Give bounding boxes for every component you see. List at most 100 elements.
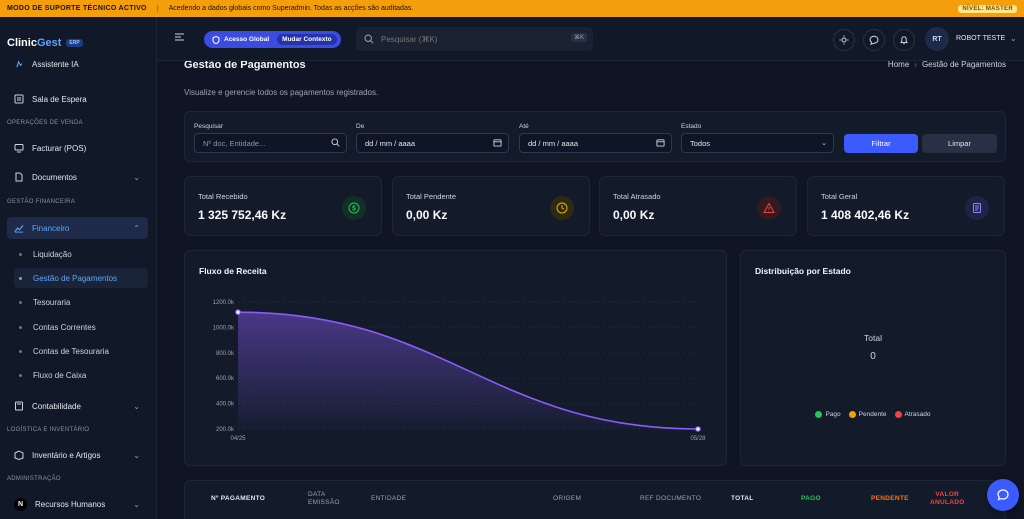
sidebar-item-inventario[interactable]: Inventário e Artigos ⌄ <box>7 444 148 466</box>
sidebar-sub-contas-correntes[interactable]: Contas Correntes <box>14 317 148 337</box>
legend-item-pendente[interactable]: Pendente <box>848 411 887 418</box>
column-header-line1: PAGO <box>801 495 821 502</box>
search-icon <box>364 34 374 44</box>
state-select[interactable]: Todos ⌄ <box>681 133 834 153</box>
x-tick-label: 05/28 <box>690 436 706 442</box>
column-header-origem[interactable]: ORIGEM <box>553 495 581 503</box>
column-header-pago[interactable]: PAGO <box>801 495 821 503</box>
notifications-button[interactable] <box>893 29 915 51</box>
breadcrumb-home[interactable]: Home <box>887 61 910 69</box>
y-tick-label: 400.0k <box>216 402 235 408</box>
warning-icon <box>757 196 781 220</box>
calendar-icon[interactable] <box>493 138 502 149</box>
sidebar-item-assistente-ia[interactable]: Assistente IA <box>7 55 148 73</box>
chevron-up-icon: ⌃ <box>133 223 140 233</box>
data-point <box>695 426 701 432</box>
sidebar-item-facturar-pos[interactable]: Facturar (POS) <box>7 137 148 159</box>
menu-toggle-icon[interactable] <box>174 32 185 45</box>
calendar-icon[interactable] <box>656 138 665 149</box>
stat-label: Total Recebido <box>198 192 248 201</box>
sidebar-item-sala-de-espera[interactable]: Sala de Espera <box>7 88 148 110</box>
sun-icon <box>839 35 849 45</box>
sidebar-item-recursos-humanos[interactable]: N Recursos Humanos ⌄ <box>7 493 148 515</box>
clear-button[interactable]: Limpar <box>922 134 997 153</box>
section-logistica-inventario: LOGÍSTICA E INVENTÁRIO <box>7 427 90 433</box>
sidebar-sub-gestao-pagamentos[interactable]: Gestão de Pagamentos <box>14 268 148 288</box>
stat-card-total-recebido: Total Recebido 1 325 752,46 Kz $ <box>184 176 382 236</box>
column-header-line1: ENTIDADE <box>371 495 407 502</box>
messages-button[interactable] <box>863 29 885 51</box>
sidebar-sub-label: Fluxo de Caixa <box>33 370 87 380</box>
search-filter-label: Pesquisar <box>194 123 223 130</box>
column-header-valor-anulado[interactable]: VALOR ANULADO <box>930 491 965 507</box>
sidebar-sub-tesouraria[interactable]: Tesouraria <box>14 292 148 312</box>
x-tick-label: 04/25 <box>230 436 246 442</box>
bullet-dot <box>19 300 22 304</box>
chevron-down-icon: ⌄ <box>821 140 827 147</box>
y-tick-label: 1200.0k <box>213 300 235 306</box>
global-search[interactable]: ⌘K <box>356 27 593 51</box>
search-filter-input[interactable]: Nº doc, Entidade... <box>194 133 347 153</box>
legend-item-pago[interactable]: Pago <box>815 411 841 418</box>
sidebar-sub-contas-tesouraria[interactable]: Contas de Tesouraria <box>14 341 148 361</box>
column-header-pendente[interactable]: PENDENTE <box>871 495 909 503</box>
sidebar-sub-fluxo-caixa[interactable]: Fluxo de Caixa <box>14 365 148 385</box>
column-header-line1: TOTAL <box>731 495 754 502</box>
from-date-input[interactable]: dd / mm / aaaa <box>356 133 509 153</box>
legend-item-atrasado[interactable]: Atrasado <box>894 411 931 418</box>
column-header-line1: DATA <box>308 491 326 498</box>
floating-chat-button[interactable] <box>987 479 1019 511</box>
chevron-down-icon: ⌄ <box>133 401 140 411</box>
chevron-down-icon[interactable]: ⌄ <box>1010 34 1017 43</box>
state-filter-label: Estado <box>681 123 702 130</box>
shield-icon <box>212 35 220 44</box>
app-logo[interactable]: Clinic Gest ERP <box>0 17 156 69</box>
sidebar-item-documentos[interactable]: Documentos ⌄ <box>7 166 148 188</box>
sidebar-item-label: Facturar (POS) <box>32 143 87 153</box>
search-input[interactable] <box>381 34 551 44</box>
distribution-panel: Distribuição por Estado Total 0 Pago Pen… <box>740 250 1006 466</box>
column-header-ref-documento[interactable]: REF DOCUMENTO <box>640 495 701 503</box>
support-mode-banner: MODO DE SUPORTE TÉCNICO ACTIVO | Acedend… <box>0 0 1024 17</box>
state-select-value: Todos <box>690 138 711 148</box>
sidebar-item-contabilidade[interactable]: Contabilidade ⌄ <box>7 395 148 417</box>
revenue-chart: 1200.0k 1000.0k 800.0k 600.0k 400.0k 200.0k 04… <box>213 300 707 442</box>
column-header-line1: PENDENTE <box>871 495 909 502</box>
column-header-n-pagamento[interactable]: Nº PAGAMENTO <box>211 495 265 503</box>
revenue-line <box>237 311 699 430</box>
box-icon <box>14 450 24 460</box>
distribution-total-label: Total <box>864 333 882 343</box>
global-access-toggle[interactable]: Acesso Global <box>208 35 273 44</box>
banner-separator: | <box>156 5 159 12</box>
filter-button[interactable]: Filtrar <box>844 134 918 153</box>
y-tick-label: 1000.0k <box>213 325 235 331</box>
sidebar-sub-liquidacao[interactable]: Liquidação <box>14 244 148 264</box>
context-switcher[interactable]: Acesso Global Mudar Contexto <box>204 31 341 48</box>
legend-swatch <box>848 411 856 418</box>
column-header-entidade[interactable]: ENTIDADE <box>371 495 406 503</box>
bullet-dot <box>19 276 22 280</box>
change-context-button[interactable]: Mudar Contexto <box>277 34 337 45</box>
theme-toggle-button[interactable] <box>833 29 855 51</box>
stat-card-total-geral: Total Geral 1 408 402,46 Kz <box>807 176 1005 236</box>
to-date-label: Até <box>519 123 529 130</box>
distribution-title: Distribuição por Estado <box>755 266 851 276</box>
sidebar-item-label: Sala de Espera <box>32 94 87 104</box>
column-header-data-emissao[interactable]: DATA EMISSÃO <box>308 491 340 507</box>
people-icon: N <box>14 497 27 511</box>
sidebar-item-label: Financeiro <box>32 223 70 233</box>
stat-value: 1 408 402,46 Kz <box>821 208 910 222</box>
logo-badge: ERP <box>66 39 83 47</box>
column-header-total[interactable]: TOTAL <box>731 495 754 503</box>
breadcrumb-current: Gestão de Pagamentos <box>921 61 1006 69</box>
y-tick-label: 800.0k <box>216 351 235 357</box>
data-point <box>235 309 241 315</box>
filters-panel: Pesquisar Nº doc, Entidade... De dd / mm… <box>184 111 1006 162</box>
sidebar-item-financeiro[interactable]: Financeiro ⌃ <box>7 217 148 239</box>
to-date-input[interactable]: dd / mm / aaaa <box>519 133 672 153</box>
banner-message: Acedendo a dados globais como Superadmin… <box>168 5 414 12</box>
section-administracao: ADMINISTRAÇÃO <box>7 476 61 482</box>
stat-value: 0,00 Kz <box>613 208 655 222</box>
user-name[interactable]: ROBOT TESTE <box>956 35 1006 42</box>
avatar[interactable]: RT <box>925 27 949 51</box>
